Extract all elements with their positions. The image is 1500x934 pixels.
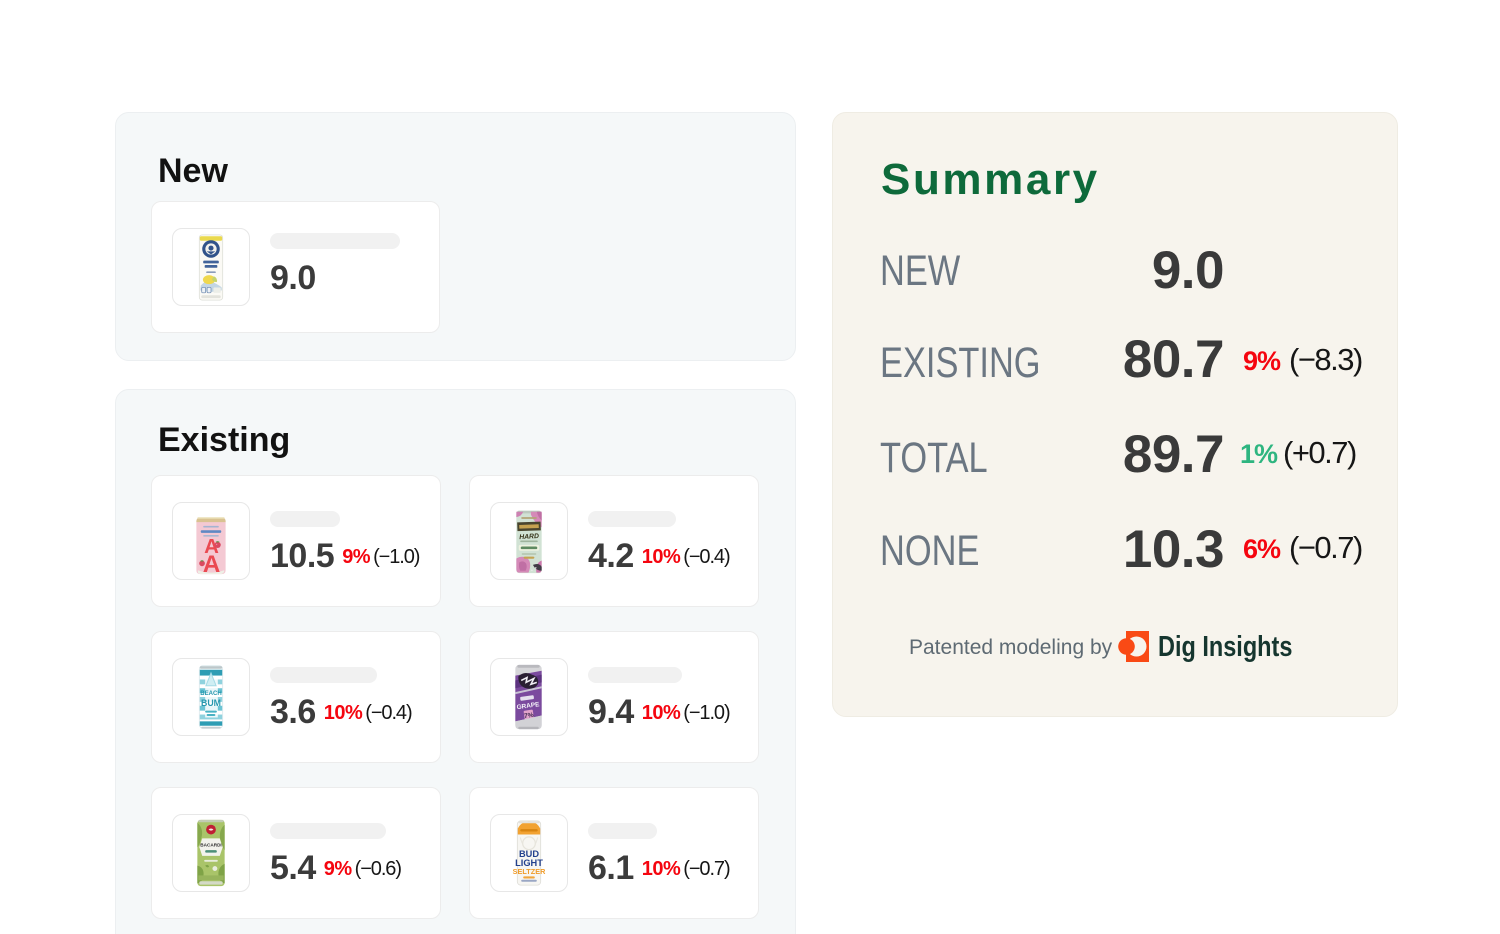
svg-text:A: A <box>204 535 219 558</box>
svg-text:SELTZER: SELTZER <box>513 867 546 876</box>
svg-text:7%: 7% <box>524 712 535 720</box>
svg-text:BACARDI: BACARDI <box>200 843 221 848</box>
svg-text:A: A <box>203 551 221 578</box>
svg-text:GRAPE: GRAPE <box>516 701 540 711</box>
svg-text:BUM: BUM <box>201 698 221 708</box>
svg-text:HARD: HARD <box>519 533 539 541</box>
svg-text:BEACH: BEACH <box>200 691 221 697</box>
svg-text:BUD: BUD <box>519 849 539 859</box>
svg-text:LIGHT: LIGHT <box>515 858 543 868</box>
